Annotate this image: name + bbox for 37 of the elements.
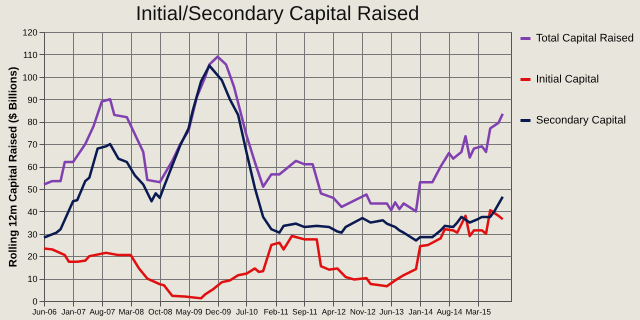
y-tick-label: 60	[27, 162, 38, 172]
legend-label: Initial Capital	[536, 74, 599, 86]
x-tick-label: Aug-07	[89, 308, 116, 316]
y-tick-label: 120	[22, 28, 38, 38]
y-tick-label: 80	[27, 117, 38, 128]
x-tick-label: Jun-13	[379, 308, 404, 316]
y-tick-label: 0	[32, 296, 38, 306]
legend-label: Total Capital Raised	[536, 32, 634, 44]
y-tick-label: 30	[27, 229, 38, 240]
x-tick-label: Apr-12	[322, 308, 346, 316]
x-tick-label: Sep-11	[292, 308, 318, 316]
x-tick-label: Mar-08	[118, 308, 144, 316]
chart-title: Initial/Secondary Capital Raised	[136, 3, 420, 25]
x-tick-label: Oct-08	[148, 308, 173, 316]
y-tick-label: 10	[27, 274, 38, 284]
x-tick-label: Aug-14	[436, 308, 463, 316]
x-tick-label: Mar-15	[466, 308, 492, 316]
line-series	[42, 64, 504, 242]
y-tick-label: 70	[27, 140, 38, 150]
x-tick-label: Jan-14	[408, 308, 434, 316]
y-tick-label: 90	[27, 94, 38, 105]
line-series	[42, 55, 504, 213]
y-tick-label: 40	[27, 206, 38, 217]
x-tick-label: Jul-10	[236, 308, 258, 316]
x-tick-label: Jan-07	[61, 308, 86, 316]
x-tick-label: Dec-09	[205, 308, 232, 316]
y-axis-title: Rolling 12m Capital Raised ($ Billions)	[7, 66, 20, 268]
line-series	[42, 208, 504, 300]
y-tick-label: 50	[27, 184, 38, 194]
x-tick-label: Feb-11	[264, 308, 290, 316]
y-tick-label: 110	[23, 50, 38, 60]
y-tick-label: 20	[27, 252, 38, 262]
y-tick-label: 100	[22, 72, 38, 82]
x-tick-label: May-09	[176, 308, 203, 316]
legend-label: Secondary Capital	[536, 114, 626, 126]
x-tick-label: Jun-06	[32, 308, 58, 316]
x-tick-label: Nov-12	[350, 308, 376, 316]
